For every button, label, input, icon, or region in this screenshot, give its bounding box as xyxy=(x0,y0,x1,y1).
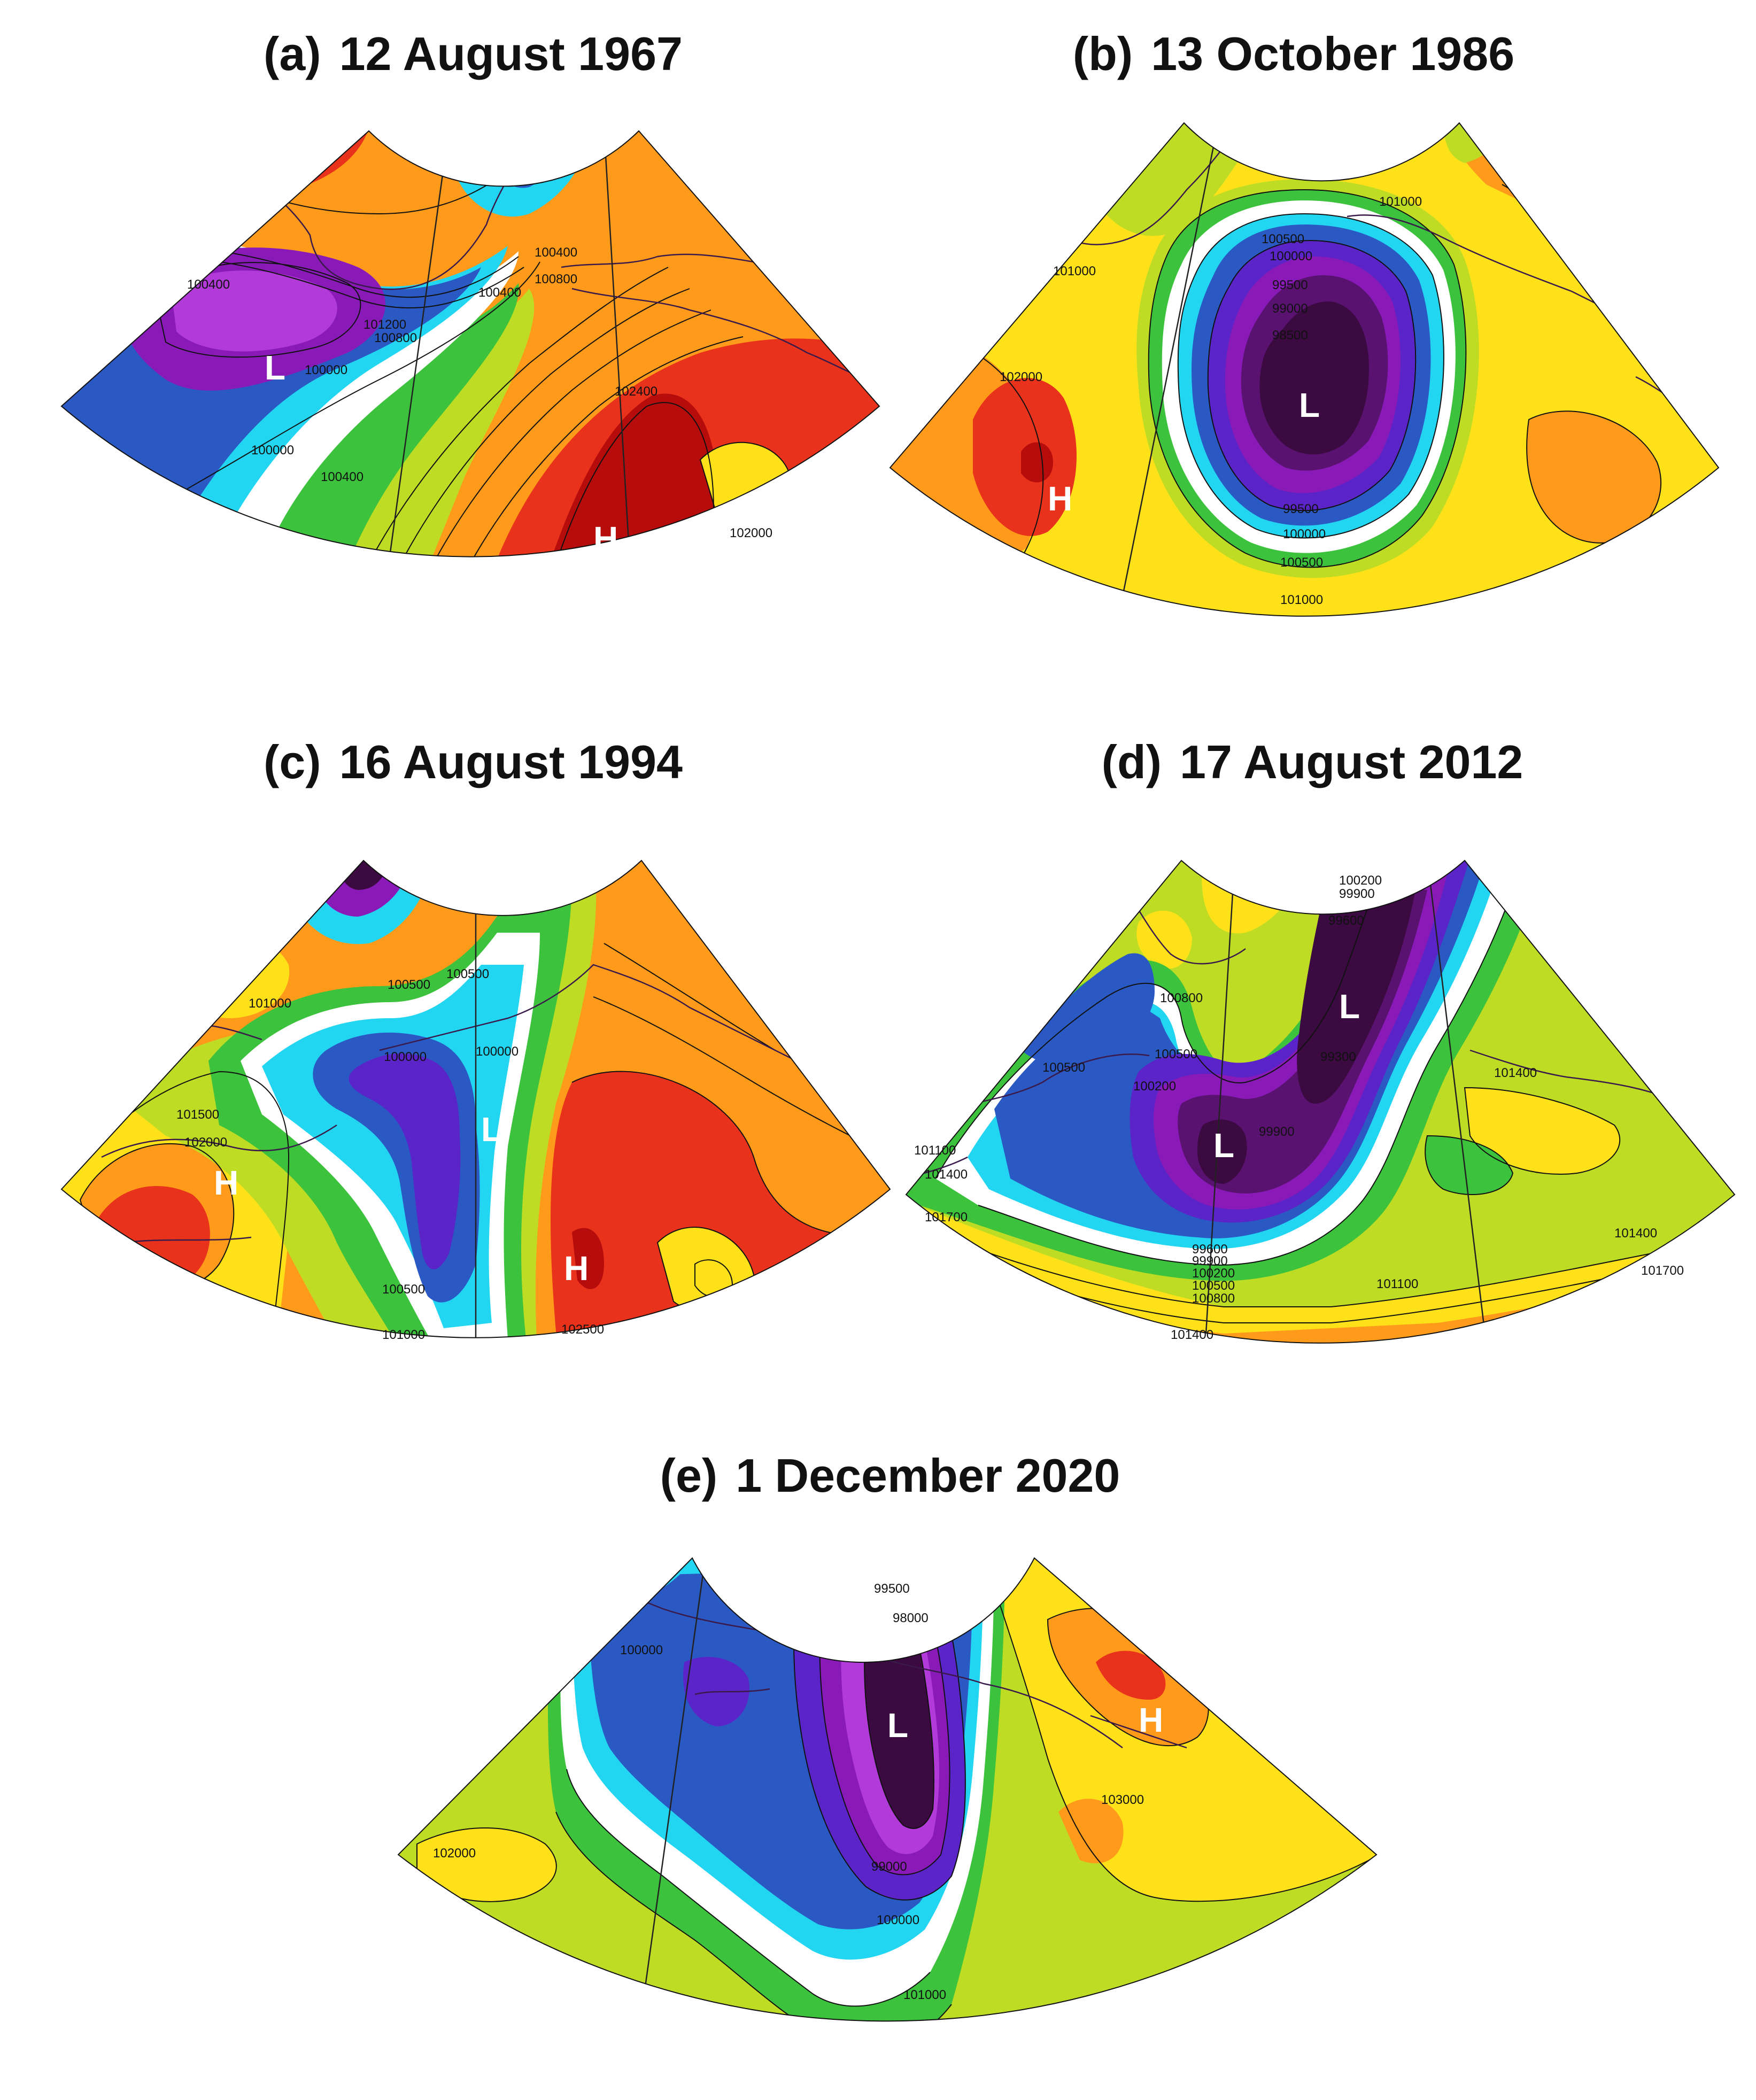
panel-d-isobar-label: 100500 xyxy=(1042,1060,1085,1075)
panel-e-map: L H 99500 98000 100000 102000 99000 1000… xyxy=(397,1557,1378,2022)
panel-a-isobar-label: 100800 xyxy=(535,272,577,286)
panel-d-isobar-label: 99900 xyxy=(1192,1254,1228,1268)
panel-b-map: L H 101000 100500 100000 99500 99000 985… xyxy=(889,122,1720,617)
panel-c-isobar-label: 101500 xyxy=(176,1107,219,1122)
panel-b-isobar-label: 99000 xyxy=(1272,301,1308,316)
panel-c-isobar-label: 101000 xyxy=(249,996,291,1011)
panel-a-isobar-label: 100400 xyxy=(187,277,230,292)
panel-c-isobar-label: 100000 xyxy=(476,1044,519,1059)
panel-a-title: (a) 12 August 1967 xyxy=(264,27,683,81)
panel-a-map: L H 101200 100800 100400 100800 100400 1… xyxy=(60,130,880,558)
panel-c-low-center: L xyxy=(481,1110,502,1149)
panel-a-tag: (a) xyxy=(264,27,321,80)
panel-c-isobar-label: 100500 xyxy=(446,967,489,981)
panel-e-isobar-label: 98000 xyxy=(893,1611,929,1625)
panel-c-isobar-label: 102500 xyxy=(561,1322,604,1337)
panel-c-tag: (c) xyxy=(264,735,321,788)
panel-e-isobar-label: 99500 xyxy=(874,1582,910,1596)
panel-b-isobar-label: 100000 xyxy=(1283,527,1326,541)
panel-d-isobar-label: 101400 xyxy=(1494,1066,1537,1080)
panel-d-isobar-label: 101400 xyxy=(925,1167,968,1182)
panel-b-isobar-label: 101000 xyxy=(1379,195,1422,209)
panel-e-isobar-label: 100000 xyxy=(620,1643,663,1657)
panel-b-low-center: L xyxy=(1299,386,1320,424)
panel-c-title: (c) 16 August 1994 xyxy=(264,735,683,789)
panel-c-map: L H H 100500 101000 100500 100000 100000… xyxy=(60,859,891,1342)
panel-d-low-center: L xyxy=(1339,987,1360,1026)
panel-d-isobar-label: 101100 xyxy=(914,1143,956,1158)
panel-d-isobar-label: 101700 xyxy=(1641,1264,1684,1278)
panel-e-isobar-label: 100000 xyxy=(877,1913,919,1927)
panel-a-isobar-label: 101200 xyxy=(363,317,406,332)
panel-a-isobar-label: 100400 xyxy=(478,285,521,300)
panel-d-isobar-label: 101400 xyxy=(1171,1328,1213,1342)
panel-d-isobar-label: 99900 xyxy=(1339,887,1375,901)
panel-c-isobar-label: 101000 xyxy=(382,1328,425,1342)
panel-c-isobar-label: 100500 xyxy=(382,1282,425,1297)
panel-d-isobar-label: 99900 xyxy=(1259,1125,1295,1139)
panel-e-title: (e) 1 December 2020 xyxy=(660,1448,1120,1503)
panel-c-isobar-label: 100500 xyxy=(388,978,430,992)
panel-c-date: 16 August 1994 xyxy=(339,735,683,788)
panel-b-isobar-label: 101000 xyxy=(1280,593,1323,607)
panel-a-isobar-label: 100000 xyxy=(305,363,347,377)
panel-a-isobar-label: 102400 xyxy=(615,384,657,399)
panel-d-map: L L 100200 99900 99600 100800 99300 1005… xyxy=(905,859,1736,1344)
panel-e-isobar-label: 99000 xyxy=(871,1859,907,1874)
panel-d-isobar-label: 101700 xyxy=(925,1210,968,1225)
panel-d-isobar-label: 100200 xyxy=(1192,1266,1235,1281)
panel-c-isobar-label: 100000 xyxy=(384,1050,427,1064)
panel-c-isobar-label: 102000 xyxy=(184,1135,227,1150)
panel-b-isobar-label: 99500 xyxy=(1272,278,1308,292)
panel-e-low-center: L xyxy=(887,1706,908,1745)
panel-d-isobar-label: 99600 xyxy=(1192,1242,1228,1257)
panel-d-date: 17 August 2012 xyxy=(1180,735,1523,788)
panel-a-high-center: H xyxy=(593,520,618,558)
panel-d-isobar-label: 100800 xyxy=(1192,1291,1235,1306)
panel-d-title: (d) 17 August 2012 xyxy=(1102,735,1523,789)
panel-b-tag: (b) xyxy=(1072,27,1133,80)
panel-b-isobar-label: 100500 xyxy=(1280,555,1323,570)
panel-a-isobar-label: 100400 xyxy=(535,245,577,260)
panel-a-isobar-label: 102000 xyxy=(730,526,772,540)
panel-d-tag: (d) xyxy=(1101,735,1162,788)
panel-a-isobar-label: 100800 xyxy=(374,331,417,345)
panel-d-isobar-label: 100500 xyxy=(1192,1278,1235,1293)
panel-d-isobar-label: 100200 xyxy=(1339,873,1382,888)
panel-b-high-center: H xyxy=(1048,479,1072,518)
panel-a-isobar-label: 100000 xyxy=(251,443,294,458)
panel-d-isobar-label: 101100 xyxy=(1376,1277,1418,1291)
panel-b-isobar-label: 99500 xyxy=(1283,502,1319,516)
panel-d-isobar-label: 100500 xyxy=(1155,1047,1197,1061)
panel-b-isobar-label: 98500 xyxy=(1272,328,1308,343)
panel-e-isobar-label: 101000 xyxy=(903,1988,946,2002)
panel-b-title: (b) 13 October 1986 xyxy=(1073,27,1514,81)
panel-d-isobar-label: 99300 xyxy=(1320,1050,1356,1064)
panel-d-isobar-label: 101400 xyxy=(1614,1226,1657,1241)
panel-d-isobar-label: 99600 xyxy=(1328,913,1364,928)
panel-a-date: 12 August 1967 xyxy=(339,27,683,80)
panel-d-isobar-label: 100200 xyxy=(1133,1079,1176,1094)
panel-b-isobar-label: 100500 xyxy=(1262,232,1304,246)
panel-b-isobar-label: 100000 xyxy=(1270,249,1312,264)
panel-e-isobar-label: 103000 xyxy=(1101,1793,1144,1807)
panel-c-high-center-2: H xyxy=(564,1249,589,1288)
panel-e-high-center: H xyxy=(1139,1701,1163,1739)
panel-a-isobar-label: 100400 xyxy=(321,470,363,484)
panel-b-isobar-label: 101000 xyxy=(1053,264,1096,278)
panel-b-isobar-label: 102000 xyxy=(1000,370,1042,384)
panel-e-isobar-label: 102000 xyxy=(433,1846,476,1861)
panel-a-low-center: L xyxy=(265,348,285,387)
panel-d-isobar-label: 100800 xyxy=(1160,991,1203,1005)
panel-b-date: 13 October 1986 xyxy=(1151,27,1515,80)
panel-e-date: 1 December 2020 xyxy=(736,1449,1120,1502)
panel-c-high-center: H xyxy=(214,1164,238,1202)
panel-d-low-center-2: L xyxy=(1213,1126,1234,1165)
panel-e-tag: (e) xyxy=(660,1449,718,1502)
